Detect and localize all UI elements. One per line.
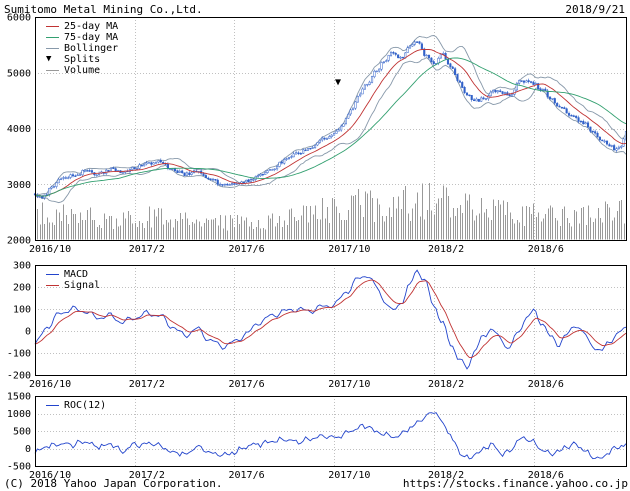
legend-label-volume: Volume bbox=[64, 65, 101, 76]
y-tick-label: -100 bbox=[7, 349, 31, 360]
bollinger-line-icon bbox=[46, 48, 59, 49]
x-tick-label: 2017/2 bbox=[129, 379, 165, 390]
chart-date: 2018/9/21 bbox=[565, 3, 625, 16]
x-tick-label: 2017/6 bbox=[228, 379, 264, 390]
bollinger-band bbox=[34, 35, 627, 204]
y-tick-label: -200 bbox=[7, 371, 31, 382]
panel-border bbox=[35, 265, 627, 376]
y-tick-label: 2000 bbox=[7, 236, 31, 247]
y-tick-label: 200 bbox=[13, 283, 31, 294]
x-tick-label: 2018/2 bbox=[428, 244, 464, 255]
y-tick-label: 4000 bbox=[7, 124, 31, 135]
splits-triangle-icon: ▼ bbox=[46, 54, 52, 64]
volume-series bbox=[35, 182, 627, 240]
y-tick-label: 1500 bbox=[7, 392, 31, 403]
panel-border bbox=[35, 17, 627, 241]
legend-item-splits: ▼ Splits bbox=[46, 54, 118, 65]
volume-line-icon bbox=[46, 70, 59, 71]
x-tick-label: 2017/6 bbox=[228, 244, 264, 255]
page-title: Sumitomo Metal Mining Co.,Ltd. bbox=[4, 3, 203, 16]
macd-legend: MACD Signal bbox=[46, 269, 100, 291]
x-tick-label: 2018/2 bbox=[428, 379, 464, 390]
legend-item-signal: Signal bbox=[46, 280, 100, 291]
legend-item-roc: ROC(12) bbox=[46, 400, 106, 411]
ma75-line-icon bbox=[46, 37, 59, 38]
x-tick-label: 2018/2 bbox=[428, 470, 464, 481]
legend-label-roc: ROC(12) bbox=[64, 400, 107, 411]
ma75-line bbox=[34, 57, 627, 197]
legend-item-macd: MACD bbox=[46, 269, 100, 280]
legend-label-splits: Splits bbox=[64, 54, 101, 65]
legend-label-signal: Signal bbox=[64, 280, 101, 291]
legend-item-ma75: 75-day MA bbox=[46, 32, 118, 43]
signal-line bbox=[34, 279, 627, 358]
x-tick-label: 2017/2 bbox=[129, 470, 165, 481]
copyright-text: (C) 2018 Yahoo Japan Corporation. bbox=[4, 477, 223, 490]
x-tick-label: 2017/6 bbox=[228, 470, 264, 481]
candlestick-series bbox=[33, 40, 628, 200]
y-tick-label: 100 bbox=[13, 305, 31, 316]
roc-line-icon bbox=[46, 405, 59, 406]
legend-label-ma25: 25-day MA bbox=[64, 21, 119, 32]
legend-label-bollinger: Bollinger bbox=[64, 43, 119, 54]
x-tick-label: 2016/10 bbox=[29, 470, 71, 481]
ma25-line-icon bbox=[46, 26, 59, 27]
legend-item-bollinger: Bollinger bbox=[46, 43, 118, 54]
x-tick-label: 2017/10 bbox=[328, 244, 370, 255]
y-tick-label: 6000 bbox=[7, 13, 31, 24]
y-tick-label: 500 bbox=[13, 427, 31, 438]
x-tick-label: 2017/2 bbox=[129, 244, 165, 255]
x-tick-label: 2018/6 bbox=[528, 470, 564, 481]
y-tick-label: 5000 bbox=[7, 68, 31, 79]
x-tick-label: 2016/10 bbox=[29, 244, 71, 255]
panel-grid bbox=[35, 265, 626, 375]
y-tick-label: -500 bbox=[7, 462, 31, 473]
y-tick-label: 0 bbox=[25, 327, 31, 338]
legend-label-ma75: 75-day MA bbox=[64, 32, 119, 43]
source-url-text: https://stocks.finance.yahoo.co.jp bbox=[402, 477, 628, 490]
y-tick-label: 300 bbox=[13, 261, 31, 272]
roc-legend: ROC(12) bbox=[46, 400, 106, 411]
y-tick-label: 0 bbox=[25, 444, 31, 455]
x-tick-label: 2017/10 bbox=[328, 379, 370, 390]
x-tick-label: 2018/6 bbox=[528, 379, 564, 390]
panel-grid bbox=[35, 17, 626, 240]
price-legend: 25-day MA 75-day MA Bollinger ▼ Splits V… bbox=[46, 21, 118, 76]
legend-label-macd: MACD bbox=[64, 269, 89, 280]
panel-grid bbox=[35, 396, 626, 466]
legend-item-ma25: 25-day MA bbox=[46, 21, 118, 32]
macd-line-icon bbox=[46, 274, 59, 275]
panel-border bbox=[35, 396, 627, 467]
y-tick-label: 3000 bbox=[7, 180, 31, 191]
legend-item-volume: Volume bbox=[46, 65, 118, 76]
x-tick-label: 2017/10 bbox=[328, 470, 370, 481]
x-tick-label: 2018/6 bbox=[528, 244, 564, 255]
split-marker-icon: ▼ bbox=[335, 77, 341, 88]
y-tick-label: 1000 bbox=[7, 409, 31, 420]
signal-line-icon bbox=[46, 285, 59, 286]
roc-line bbox=[34, 412, 627, 460]
x-tick-label: 2016/10 bbox=[29, 379, 71, 390]
